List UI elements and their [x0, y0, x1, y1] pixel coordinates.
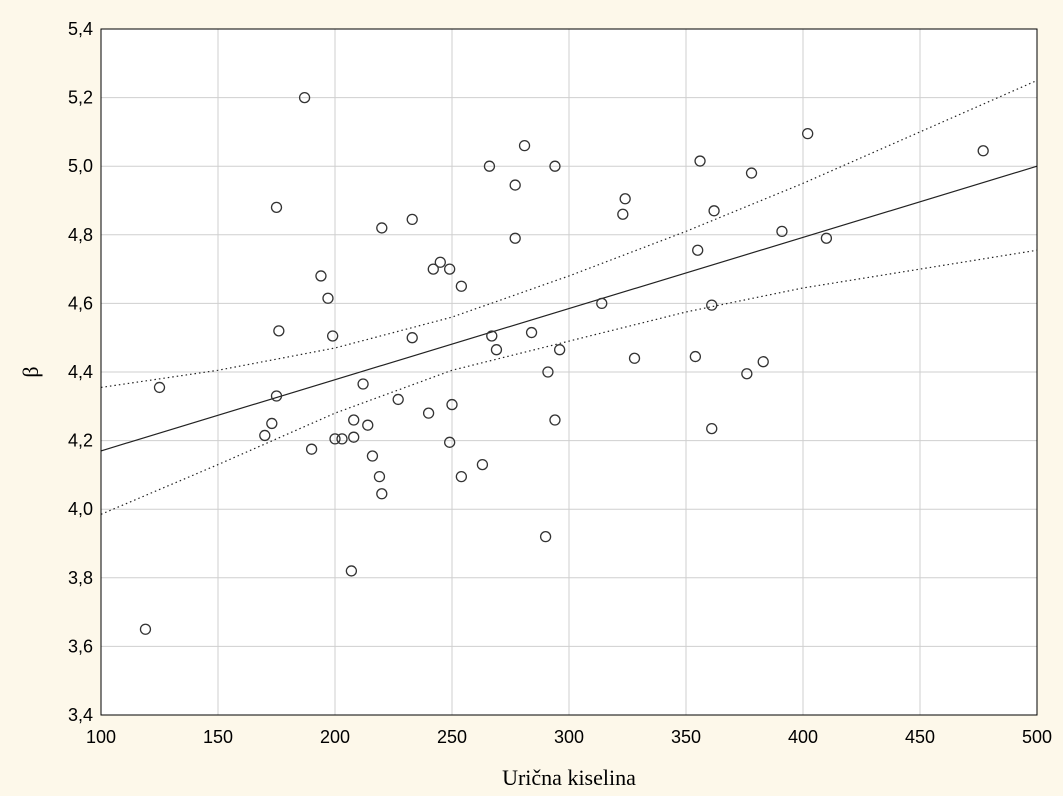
data-point	[692, 244, 704, 256]
confidence-lower-line	[100, 249, 1038, 515]
data-point	[549, 160, 561, 172]
y-tick-label: 4,0	[68, 499, 93, 519]
x-tick-label: 300	[554, 727, 584, 747]
data-point	[305, 443, 318, 455]
data-point	[706, 422, 718, 435]
data-point	[266, 417, 278, 430]
data-point	[345, 565, 358, 577]
data-point	[509, 232, 521, 244]
y-axis-label: β	[18, 366, 43, 377]
data-point	[539, 530, 552, 543]
x-tick-label: 200	[320, 727, 350, 747]
data-point	[486, 330, 498, 342]
data-point	[455, 280, 468, 292]
data-point	[362, 419, 374, 431]
plot-frame	[100, 28, 1038, 716]
y-tick-label: 5,0	[68, 156, 93, 176]
data-point	[373, 470, 386, 483]
data-point	[708, 205, 720, 217]
data-point	[315, 270, 327, 282]
x-tick-label: 400	[788, 727, 818, 747]
data-point	[434, 256, 446, 268]
x-tick-label: 350	[671, 727, 701, 747]
regression-line	[100, 165, 1038, 452]
data-point	[366, 450, 379, 462]
data-point	[689, 350, 702, 363]
data-point	[706, 299, 718, 311]
x-tick-label: 250	[437, 727, 467, 747]
data-point	[139, 623, 152, 635]
data-point	[427, 263, 439, 275]
data-point	[329, 433, 341, 445]
data-point	[483, 160, 496, 172]
y-tick-label: 5,2	[68, 88, 93, 108]
y-tick-labels: 3,4 3,6 3,8 4,0 4,2 4,4 4,6 4,8 5,0 5,2 5,4	[68, 19, 93, 725]
data-point	[802, 127, 814, 140]
data-point	[376, 222, 388, 234]
y-tick-label: 3,8	[68, 568, 93, 588]
data-point	[446, 398, 458, 411]
data-point	[336, 433, 348, 445]
data-point	[525, 326, 538, 339]
y-tick-label: 3,4	[68, 705, 93, 725]
data-point	[348, 431, 360, 443]
x-axis-label: Urična kiselina	[502, 765, 636, 790]
data-point	[542, 366, 554, 378]
data-point	[357, 378, 369, 390]
x-tick-labels: 100 150 200 250 300 350 400 450 500	[86, 727, 1052, 747]
confidence-band	[100, 79, 1038, 515]
y-tick-label: 5,4	[68, 19, 93, 39]
data-point	[259, 429, 271, 442]
data-point	[977, 145, 989, 157]
data-point	[509, 179, 521, 191]
y-tick-label: 4,6	[68, 293, 93, 313]
gridlines	[101, 29, 1037, 715]
y-tick-label: 3,6	[68, 636, 93, 656]
y-tick-label: 4,8	[68, 225, 93, 245]
data-point	[776, 225, 788, 238]
data-point	[327, 330, 339, 342]
data-point	[444, 436, 456, 448]
data-point	[273, 325, 285, 337]
data-point	[444, 263, 456, 275]
data-point	[820, 232, 833, 244]
data-point	[376, 488, 388, 500]
data-point	[392, 393, 404, 406]
data-point	[348, 414, 360, 426]
data-point	[745, 167, 758, 179]
data-point	[596, 297, 608, 310]
data-point	[617, 208, 629, 220]
data-point	[741, 368, 753, 380]
data-point	[518, 139, 531, 152]
data-point	[628, 352, 641, 364]
y-tick-label: 4,2	[68, 431, 93, 451]
data-point	[553, 344, 566, 356]
data-point	[298, 91, 311, 104]
fit-line	[100, 165, 1038, 452]
data-point	[406, 332, 418, 344]
x-tick-label: 100	[86, 727, 116, 747]
data-point	[406, 213, 418, 226]
data-points	[139, 91, 989, 635]
confidence-upper-line	[100, 79, 1038, 389]
data-point	[476, 458, 489, 471]
data-point	[694, 155, 706, 167]
data-point	[549, 414, 561, 426]
x-tick-label: 150	[203, 727, 233, 747]
data-point	[757, 356, 769, 368]
data-point	[455, 470, 468, 483]
y-tick-label: 4,4	[68, 362, 93, 382]
data-point	[422, 407, 435, 419]
data-point	[270, 201, 283, 214]
data-point	[270, 390, 283, 402]
data-point	[322, 292, 334, 304]
x-tick-label: 500	[1022, 727, 1052, 747]
data-point	[153, 381, 166, 394]
data-point	[619, 193, 631, 205]
x-tick-label: 450	[905, 727, 935, 747]
data-point	[490, 344, 503, 356]
